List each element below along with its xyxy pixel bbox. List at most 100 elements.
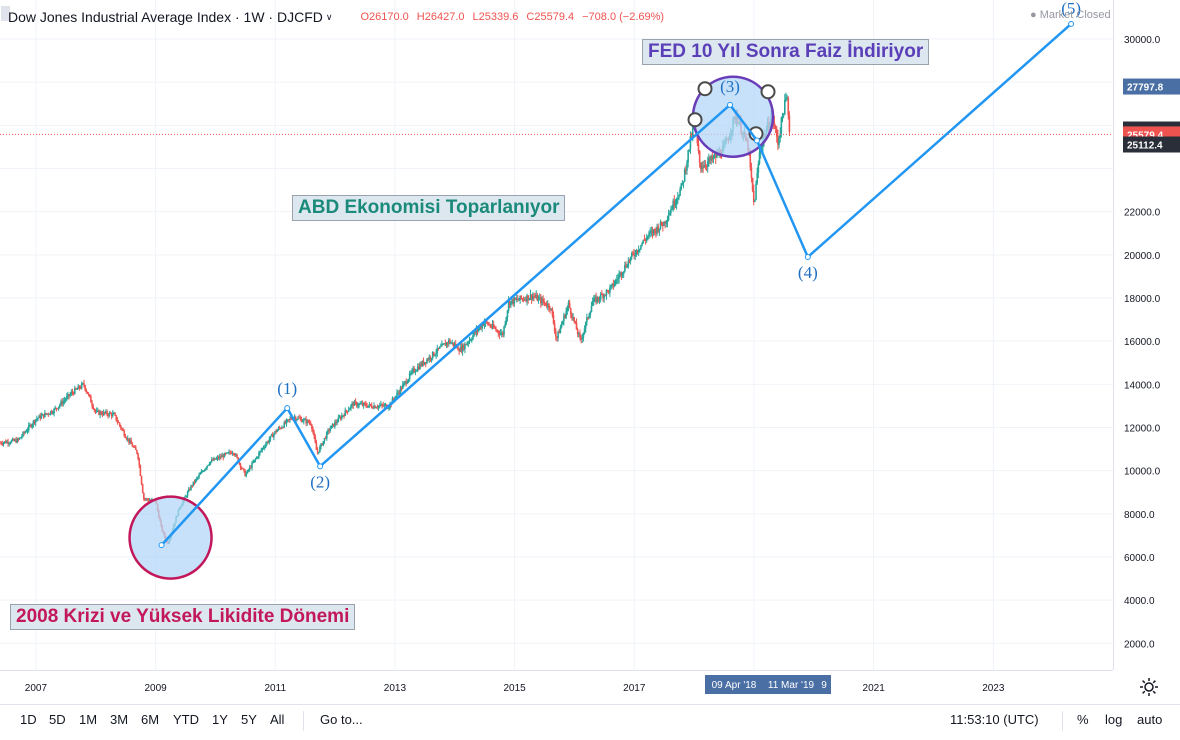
- price-candle: [36, 418, 38, 420]
- auto-toggle[interactable]: auto: [1137, 712, 1163, 727]
- symbol-title[interactable]: Dow Jones Industrial Average Index · 1W …: [8, 9, 323, 25]
- timeframe-ytd[interactable]: YTD: [173, 712, 199, 727]
- gear-icon[interactable]: [1138, 676, 1160, 698]
- price-candle: [696, 133, 699, 144]
- wave-point[interactable]: [1068, 20, 1075, 27]
- price-candle: [672, 200, 674, 210]
- price-candle: [145, 498, 147, 500]
- price-candle: [447, 339, 450, 344]
- timeframe-all[interactable]: All: [270, 712, 285, 727]
- price-candle: [706, 161, 709, 167]
- timeframe-1m[interactable]: 1M: [79, 712, 98, 727]
- price-candle: [63, 400, 66, 402]
- price-candle: [4, 441, 7, 444]
- price-candle: [460, 347, 463, 352]
- price-candle: [489, 324, 492, 327]
- price-axis-label-box: [1123, 78, 1180, 95]
- price-candle: [467, 342, 470, 344]
- circle-handle[interactable]: [760, 84, 776, 100]
- price-candle: [487, 322, 489, 325]
- price-candle: [377, 405, 380, 408]
- price-candle: [780, 117, 783, 134]
- timeframe-1d[interactable]: 1D: [20, 712, 37, 727]
- price-candle: [50, 411, 53, 414]
- timeframe-6m[interactable]: 6M: [141, 712, 160, 727]
- price-candle: [636, 250, 639, 253]
- percent-toggle[interactable]: %: [1077, 712, 1089, 727]
- circle-handle[interactable]: [687, 112, 703, 128]
- goto-button[interactable]: Go to...: [320, 712, 363, 727]
- wave-point[interactable]: [284, 405, 291, 412]
- price-candle: [621, 273, 624, 276]
- price-candle: [3, 441, 6, 443]
- timeframe-5y[interactable]: 5Y: [241, 712, 257, 727]
- price-candle: [77, 385, 80, 390]
- wave-point[interactable]: [158, 542, 165, 549]
- crisis-circle[interactable]: [128, 495, 213, 580]
- price-candle: [565, 311, 567, 318]
- price-candle: [98, 410, 100, 415]
- price-candle: [47, 413, 50, 415]
- wave-point[interactable]: [753, 137, 760, 144]
- price-candle: [334, 422, 336, 427]
- price-candle: [240, 467, 243, 469]
- circle-handle[interactable]: [697, 81, 713, 97]
- price-candle: [284, 422, 287, 424]
- wave-point[interactable]: [317, 463, 324, 470]
- price-candle: [476, 329, 479, 331]
- price-candle: [26, 429, 29, 432]
- price-axis[interactable]: [1113, 0, 1180, 704]
- price-candle: [314, 436, 317, 443]
- timeframe-1y[interactable]: 1Y: [212, 712, 228, 727]
- chart-area[interactable]: 2000.0 4000.0 6000.0 8000.0 10000.0 12000.0 14…: [0, 0, 1180, 704]
- wave-point[interactable]: [804, 253, 811, 260]
- wave-point[interactable]: [727, 101, 734, 108]
- price-candle: [569, 308, 572, 315]
- x-tick-label: 2013: [384, 683, 407, 694]
- price-candle: [23, 432, 25, 434]
- x-tick-label: 2007: [25, 683, 48, 694]
- price-candle: [613, 283, 616, 287]
- log-toggle[interactable]: log: [1105, 712, 1123, 727]
- time-range-box: [705, 675, 831, 694]
- price-candle: [635, 250, 638, 256]
- price-candle: [13, 438, 15, 441]
- price-candle: [110, 413, 113, 417]
- price-candle: [603, 294, 605, 299]
- price-candle: [599, 294, 602, 300]
- price-candle: [276, 430, 279, 433]
- price-candle: [462, 345, 465, 350]
- annotation-abd[interactable]: ABD Ekonomisi Toparlanıyor: [292, 195, 566, 221]
- price-candle: [60, 401, 62, 405]
- wave-line[interactable]: [160, 22, 1072, 546]
- price-candle: [602, 294, 604, 299]
- price-candle: [108, 412, 111, 416]
- price-candle: [597, 297, 600, 300]
- timeframe-3m[interactable]: 3M: [110, 712, 129, 727]
- price-candle: [452, 342, 455, 346]
- price-candle: [779, 133, 782, 138]
- price-candle: [413, 368, 416, 372]
- price-candle: [91, 402, 93, 406]
- price-candle: [615, 279, 618, 281]
- price-candle: [291, 419, 294, 421]
- price-candle: [293, 417, 296, 419]
- price-candle: [710, 156, 712, 161]
- legend-handle[interactable]: [1, 6, 10, 21]
- price-candle: [335, 422, 337, 424]
- price-candle: [533, 296, 535, 298]
- price-candle: [775, 128, 778, 137]
- chevron-down-icon[interactable]: ∨: [325, 11, 333, 22]
- y-tick-label: 6000.0: [1124, 553, 1155, 564]
- annotation-kriz[interactable]: 2008 Krizi ve Yüksek Likidite Dönemi: [10, 604, 356, 630]
- y-tick-label: 20000.0: [1124, 251, 1161, 262]
- price-candle: [528, 298, 531, 301]
- price-candle: [568, 302, 571, 309]
- price-candle: [362, 402, 365, 406]
- price-candle: [504, 323, 506, 327]
- price-candle: [430, 358, 433, 360]
- toolbar-divider: [1062, 711, 1063, 731]
- annotation-fed[interactable]: FED 10 Yıl Sonra Faiz İndiriyor: [642, 39, 930, 65]
- price-candle: [678, 195, 680, 198]
- timeframe-5d[interactable]: 5D: [49, 712, 66, 727]
